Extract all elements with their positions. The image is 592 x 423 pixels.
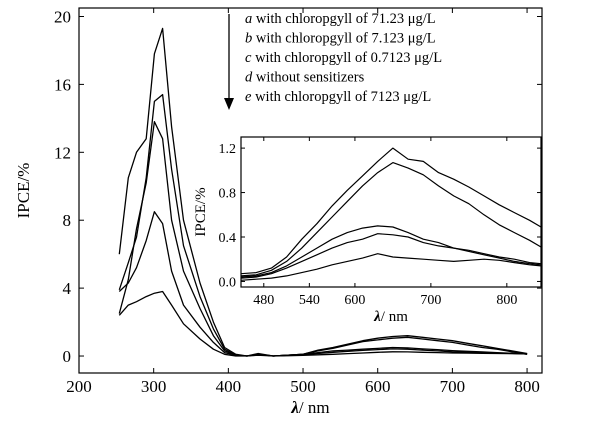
- inset-series-line-5: [240, 253, 542, 281]
- legend-label: with chloropgyll of 7123 μg/L: [251, 89, 431, 105]
- legend-arrow-head: [224, 98, 234, 110]
- legend-letter: a: [245, 11, 252, 27]
- inset-x-axis-title: λ/ nm: [373, 309, 408, 325]
- main-x-tick-label: 700: [440, 377, 466, 396]
- inset-series-line-4: [240, 233, 542, 279]
- legend-letter: c: [245, 50, 252, 66]
- inset-series-line-3: [240, 225, 542, 278]
- inset-x-axis-unit: / nm: [381, 309, 408, 325]
- main-x-axis-unit: / nm: [299, 398, 330, 417]
- inset-x-tick-label: 600: [344, 293, 365, 308]
- inset-y-tick-label: 0.8: [219, 187, 237, 202]
- main-x-tick-label: 500: [290, 377, 316, 396]
- main-y-tick-label: 4: [63, 279, 72, 298]
- main-x-tick-label: 600: [365, 377, 391, 396]
- legend-label: with chloropgyll of 7.123 μg/L: [252, 31, 435, 47]
- main-y-tick-label: 16: [54, 75, 71, 94]
- main-x-tick-label: 400: [216, 377, 242, 396]
- legend-letter: d: [245, 70, 253, 86]
- inset-x-tick-label: 700: [420, 293, 441, 308]
- legend-item-b: b with chloropgyll of 7.123 μg/L: [245, 31, 436, 47]
- inset-frame: [240, 136, 542, 288]
- main-y-tick-label: 0: [63, 347, 72, 366]
- main-y-axis-title: IPCE/%: [14, 163, 33, 219]
- main-y-tick-label: 8: [63, 211, 72, 230]
- inset-plot: 480 540 600 700 800 0.0 0.4 0.8 1.2 λ/ nm IPCE/%: [193, 136, 542, 325]
- inset-y-axis-title: IPCE/%: [193, 187, 209, 236]
- legend-item-e: e with chloropgyll of 7123 μg/L: [245, 89, 431, 105]
- legend-item-d: d without sensitizers: [245, 70, 365, 86]
- inset-x-tick-label: 540: [299, 293, 320, 308]
- legend-item-c: c with chloropgyll of 0.7123 μg/L: [245, 50, 442, 66]
- legend-letter: b: [245, 31, 252, 47]
- inset-y-tick-label: 1.2: [219, 142, 237, 157]
- inset-series-line-1: [240, 147, 542, 275]
- main-x-axis-title: λ/ nm: [290, 398, 329, 417]
- legend-label: with chloropgyll of 71.23 μg/L: [252, 11, 435, 27]
- legend-item-a: a with chloropgyll of 71.23 μg/L: [245, 11, 436, 27]
- main-series-line-5: [118, 290, 528, 357]
- inset-y-tick-label: 0.4: [219, 231, 237, 246]
- inset-x-tick-label: 800: [496, 293, 517, 308]
- legend-label: with chloropgyll of 0.7123 μg/L: [251, 50, 442, 66]
- main-y-tick-label: 20: [54, 7, 71, 26]
- inset-x-tick-label: 480: [253, 293, 274, 308]
- main-x-tick-label: 200: [66, 377, 92, 396]
- legend: a with chloropgyll of 71.23 μg/Lb with c…: [224, 11, 442, 110]
- legend-letter: e: [245, 89, 252, 105]
- main-x-tick-label: 800: [514, 377, 540, 396]
- main-x-axis-symbol: λ: [290, 398, 299, 417]
- main-y-tick-label: 12: [54, 143, 71, 162]
- inset-x-axis-symbol: λ: [373, 309, 381, 325]
- main-x-tick-label: 300: [141, 377, 167, 396]
- inset-series-line-2: [240, 162, 542, 277]
- legend-label: without sensitizers: [252, 70, 364, 86]
- inset-y-tick-label: 0.0: [219, 275, 237, 290]
